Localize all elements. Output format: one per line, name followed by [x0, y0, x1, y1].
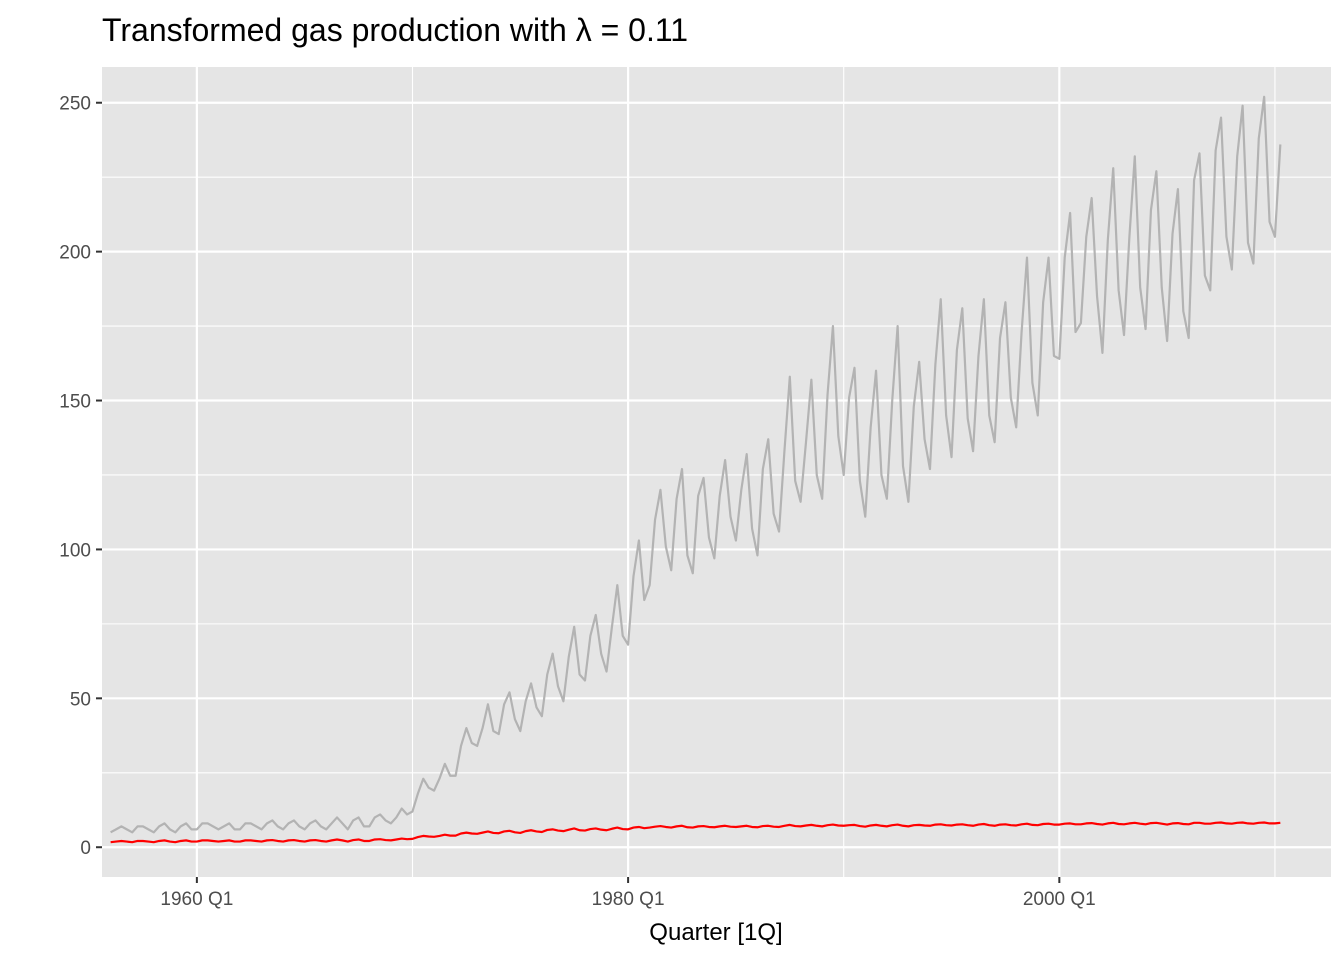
x-axis-title: Quarter [1Q] [649, 919, 782, 946]
y-tick-label: 200 [59, 243, 91, 264]
x-tick-label: 1980 Q1 [592, 889, 665, 910]
y-tick-label: 150 [59, 392, 91, 413]
y-tick-label: 0 [80, 838, 91, 859]
x-axis: 1960 Q1 1980 Q1 2000 Q1 [160, 877, 1096, 910]
y-axis: 0 50 100 150 200 250 [59, 94, 102, 859]
y-tick-label: 100 [59, 540, 91, 561]
plot-panel [102, 67, 1331, 877]
y-tick-label: 50 [70, 689, 91, 710]
x-tick-label: 2000 Q1 [1023, 889, 1096, 910]
series-layer [110, 95, 1282, 844]
chart-title: Transformed gas production with λ = 0.11 [102, 12, 688, 48]
y-tick-label: 250 [59, 94, 91, 115]
series-line-transformed [110, 821, 1281, 844]
x-tick-label: 1960 Q1 [160, 889, 233, 910]
series-line-original [110, 95, 1282, 834]
